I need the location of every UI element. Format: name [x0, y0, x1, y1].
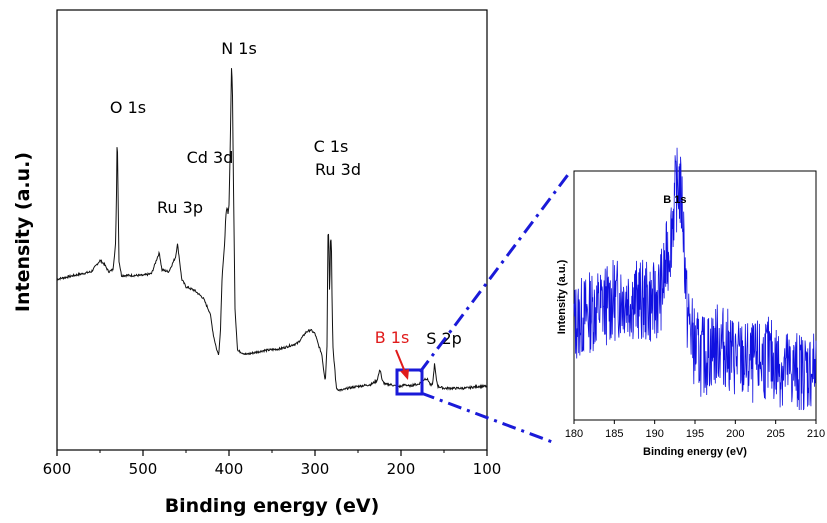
peak-label-n-1s: N 1s [221, 39, 257, 58]
peak-label-c-1s: C 1s [314, 137, 349, 156]
main-x-ticks [56, 450, 488, 456]
zoom-connector-bottom [420, 391, 556, 445]
main-x-axis-label: Binding energy (eV) [165, 495, 380, 517]
inset-y-axis-label: Intensity (a.u.) [556, 259, 568, 334]
main-chart: 600 500 400 300 200 100 Binding energy (eV) I… [12, 9, 502, 517]
inset-x-tick-label-195: 195 [686, 428, 704, 440]
inset-x-tick-label-210: 210 [807, 428, 825, 440]
main-x-tick-label-300: 300 [301, 460, 330, 478]
zoom-connector-top [418, 171, 572, 373]
main-x-tick-label-200: 200 [387, 460, 416, 478]
main-x-tick-labels: 600 500 400 300 200 100 [43, 460, 502, 478]
peak-label-ru-3d: Ru 3d [315, 160, 361, 179]
inset-x-ticks [573, 420, 817, 424]
inset-series-line [573, 147, 817, 411]
inset-chart: 180 185 190 195 200 205 210 Binding energy (eV… [556, 147, 825, 458]
main-x-tick-label-400: 400 [215, 460, 244, 478]
b1s-highlight-box [395, 368, 424, 396]
main-x-tick-label-100: 100 [473, 460, 502, 478]
inset-x-tick-label-205: 205 [766, 428, 784, 440]
peak-label-b-1s: B 1s [375, 328, 410, 347]
inset-x-tick-label-190: 190 [645, 428, 663, 440]
peak-label-o-1s: O 1s [110, 98, 146, 117]
inset-x-tick-label-180: 180 [565, 428, 583, 440]
b1s-arrow-shaft [395, 349, 406, 373]
main-x-tick-label-500: 500 [129, 460, 158, 478]
inset-x-tick-label-200: 200 [726, 428, 744, 440]
peak-label-ru-3p: Ru 3p [157, 198, 203, 217]
b1s-arrow-head [400, 369, 409, 380]
main-series-line [56, 68, 488, 393]
main-x-tick-label-600: 600 [43, 460, 72, 478]
inset-peak-labels: B 1s [663, 194, 686, 206]
inset-x-tick-label-185: 185 [605, 428, 623, 440]
main-y-axis-label: Intensity (a.u.) [12, 152, 34, 312]
inset-x-tick-labels: 180 185 190 195 200 205 210 [565, 428, 825, 440]
inset-peak-label-b-1s: B 1s [663, 194, 686, 206]
inset-x-axis-label: Binding energy (eV) [643, 446, 747, 458]
peak-label-cd-3d: Cd 3d [187, 148, 234, 167]
